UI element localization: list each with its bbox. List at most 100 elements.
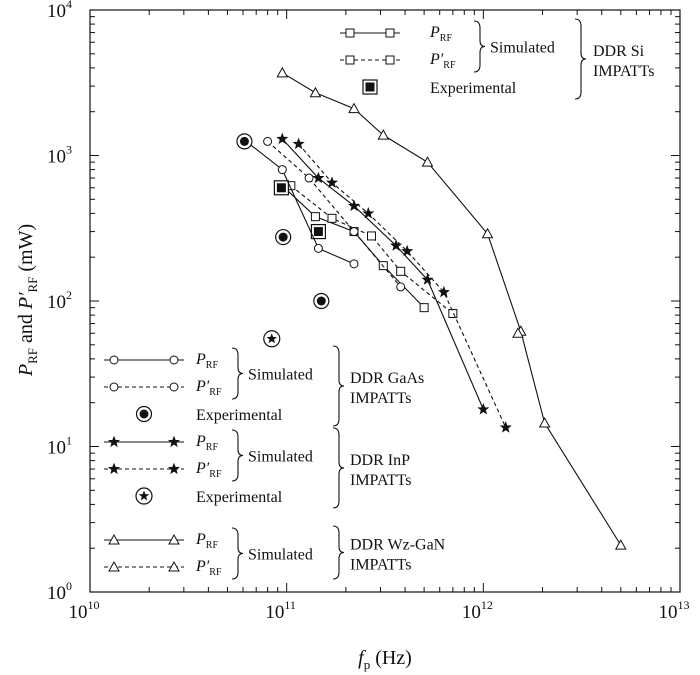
legend-simulated-label: Simulated <box>248 547 313 564</box>
y-tick-label: 100 <box>47 579 72 604</box>
legend-simulated-brace <box>231 429 244 482</box>
legend-experimental-label: Experimental <box>196 407 283 424</box>
data-point <box>349 259 359 269</box>
data-point <box>437 285 450 298</box>
legend-simulated-brace <box>231 527 244 580</box>
series-gaas-p_rf <box>263 136 406 292</box>
y-axis-label: PRF and P′RF (mW) <box>15 224 40 377</box>
legend-marker <box>385 55 395 65</box>
legend-marker <box>107 462 121 475</box>
data-point <box>367 231 377 241</box>
data-point <box>499 421 512 433</box>
legend-material-label: IMPATTs <box>593 63 654 80</box>
legend-marker <box>108 533 120 545</box>
y-tick-label: 103 <box>47 143 72 168</box>
data-point <box>277 165 287 175</box>
data-point <box>313 292 330 310</box>
legends: PRF P′RF Experimental Simulated DDR Si IMPATT… <box>104 18 654 580</box>
legend-symbol: PRF <box>195 531 218 551</box>
legend-symbol: P′RF <box>195 460 222 480</box>
data-point <box>310 212 320 222</box>
data-point <box>421 156 434 167</box>
y-tick-label: 101 <box>47 434 72 459</box>
legend-experimental-label: Experimental <box>196 489 283 506</box>
series-inp-p_rf <box>276 132 490 415</box>
data-point <box>362 207 375 219</box>
data-point <box>481 227 494 239</box>
legend-simulated-label: Simulated <box>490 40 555 57</box>
data-point <box>396 266 406 276</box>
data-point <box>327 213 337 223</box>
data-point <box>263 136 273 146</box>
legend-marker <box>135 487 153 505</box>
axis-labels: fp (Hz) PRF and P′RF (mW) <box>15 224 412 672</box>
data-point <box>292 137 305 150</box>
x-tick-label: 1012 <box>462 598 493 623</box>
legend-marker <box>108 560 120 572</box>
series-wz-gan-p_rf <box>512 327 524 338</box>
data-point <box>419 303 429 313</box>
legend-marker <box>167 435 181 448</box>
legend-material-brace <box>574 18 587 100</box>
legend-symbol: P′RF <box>195 558 222 578</box>
legend-ddr-gaas: PRF P′RF Experimental Simulated DDR GaAs IMPA… <box>104 345 424 427</box>
series-si-experimental <box>273 180 327 240</box>
legend-material-brace <box>332 525 345 580</box>
data-point <box>349 227 359 237</box>
data-point <box>304 173 314 183</box>
legend-ddr-inp: PRF P′RF Experimental Simulated DDR InP IMPAT… <box>104 427 411 509</box>
data-point <box>401 244 414 257</box>
series-si-p_rf <box>286 181 458 319</box>
y-tick-label: 102 <box>47 288 72 313</box>
legend-symbol: PRF <box>195 351 218 371</box>
data-point <box>512 327 524 338</box>
legend-marker <box>169 355 179 365</box>
legend-material-brace <box>332 427 345 509</box>
x-tick-label: 1013 <box>659 598 690 623</box>
legend-ddr-si: PRF P′RF Experimental Simulated DDR Si IMPATT… <box>340 18 654 100</box>
plot-frame <box>89 9 681 593</box>
legend-material-label: DDR Wz-GaN <box>350 537 446 554</box>
data-point <box>477 403 490 415</box>
series-line <box>298 143 507 428</box>
series-line <box>281 138 484 410</box>
data-point <box>614 539 627 550</box>
legend-simulated-brace <box>231 347 244 400</box>
legend-marker <box>167 462 181 475</box>
legend-marker <box>345 28 355 38</box>
legend-material-label: IMPATTs <box>350 557 411 574</box>
legend-experimental-label: Experimental <box>430 80 517 97</box>
data-series <box>236 66 627 550</box>
legend-simulated-brace <box>473 20 486 73</box>
data-point <box>312 171 325 184</box>
data-point <box>377 129 390 140</box>
data-point <box>310 223 327 240</box>
legend-marker <box>109 382 119 392</box>
data-point <box>275 228 292 246</box>
series-gaas-experimental <box>236 133 330 310</box>
legend-marker <box>168 560 180 572</box>
legend-material-label: IMPATTs <box>350 472 411 489</box>
data-point <box>325 176 339 188</box>
series-wz-gan-p_rf <box>276 66 627 550</box>
legend-symbol: PRF <box>429 24 452 44</box>
legend-marker <box>135 405 153 423</box>
legend-marker <box>362 79 378 95</box>
series-inp-experimental <box>263 330 281 348</box>
y-tick-label: 104 <box>47 0 72 22</box>
legend-material-brace <box>332 345 345 427</box>
series-line <box>267 140 402 288</box>
legend-material-label: IMPATTs <box>350 390 411 407</box>
data-point <box>236 133 253 150</box>
legend-symbol: P′RF <box>195 378 222 398</box>
legend-simulated-label: Simulated <box>248 367 313 384</box>
x-axis-label: fp (Hz) <box>358 647 412 672</box>
legend-marker <box>107 435 121 448</box>
legend-material-label: DDR Si <box>593 43 645 60</box>
x-tick-label: 1010 <box>69 598 100 623</box>
series-inp-p_rf <box>292 137 512 433</box>
data-point <box>273 180 289 196</box>
data-point <box>276 132 289 145</box>
series-line <box>242 138 355 265</box>
